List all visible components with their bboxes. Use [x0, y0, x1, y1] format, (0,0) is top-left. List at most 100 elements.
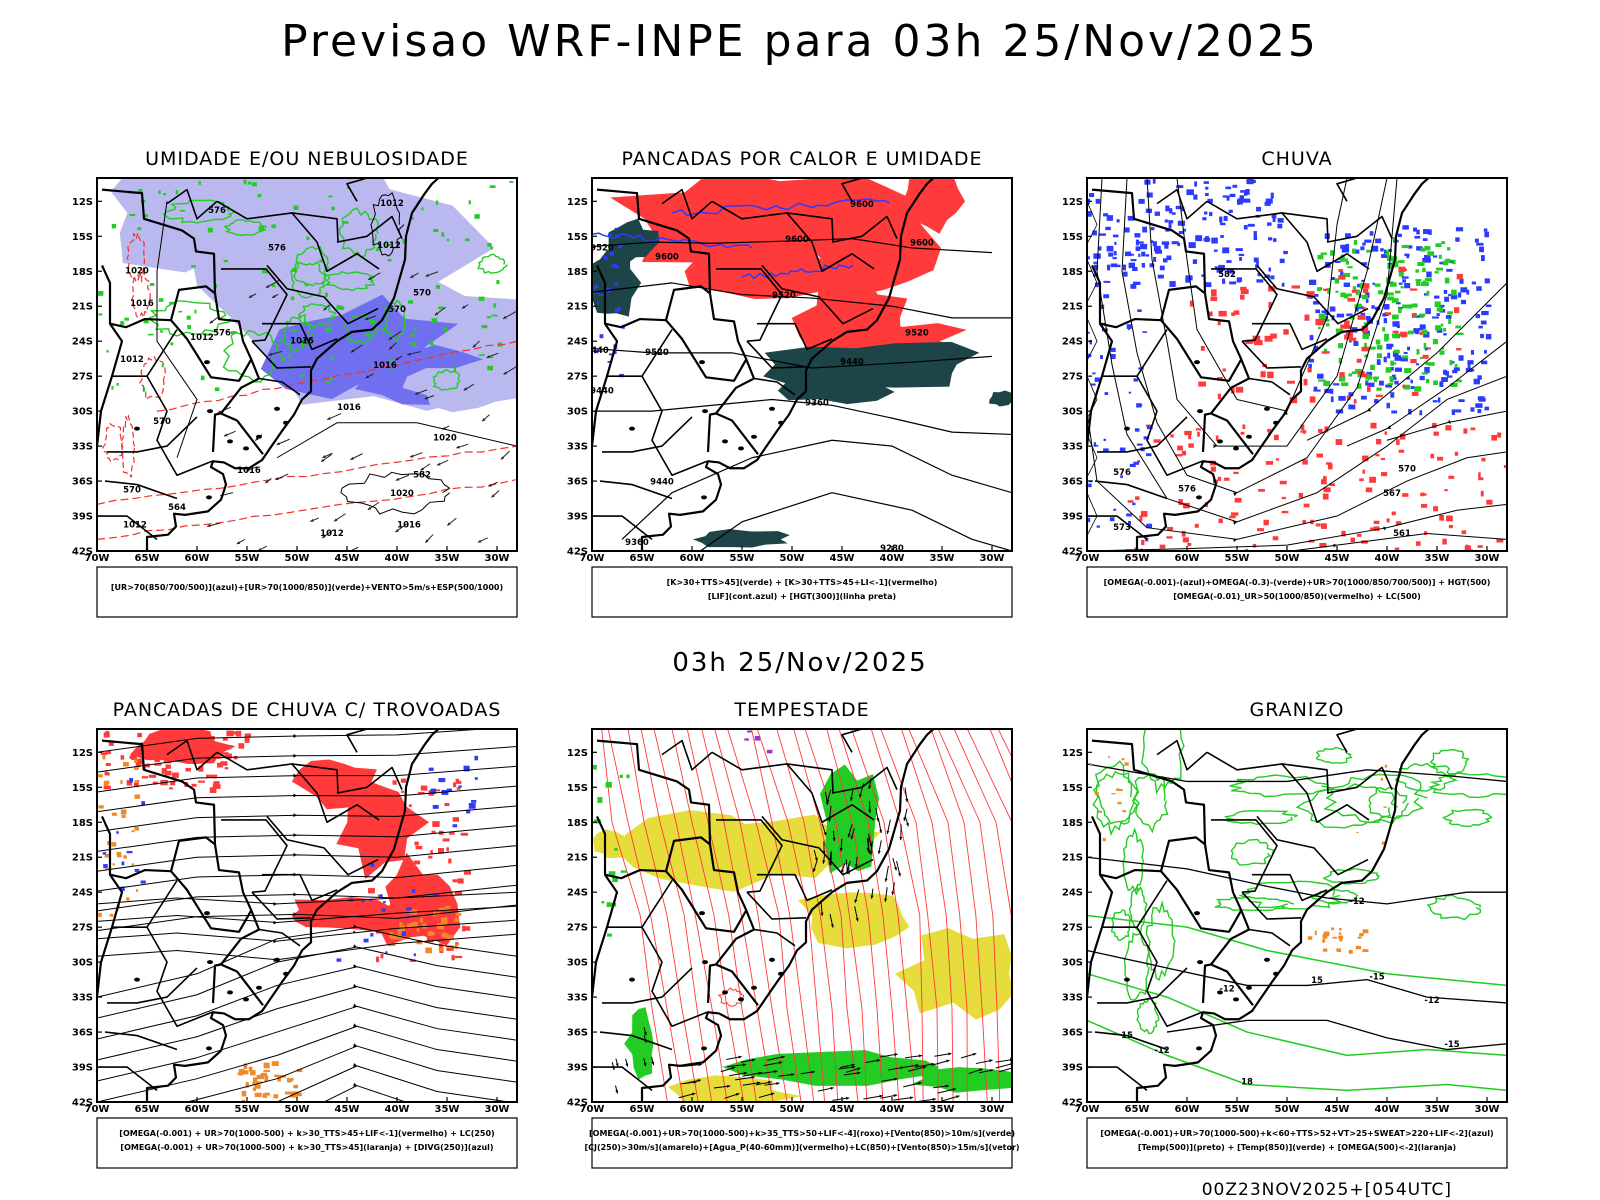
ascent-speckle [1434, 295, 1440, 299]
country-border [592, 815, 619, 1005]
y-tick-label: 39S [72, 512, 93, 523]
heavy-rain-speckle [1400, 286, 1404, 289]
thunder-speckle [293, 1084, 299, 1089]
y-tick-label: 42S [567, 1098, 588, 1109]
wind-arrowhead [322, 534, 326, 539]
ascent-speckle [1391, 374, 1396, 378]
ascent-speckle [1115, 264, 1121, 268]
humidity-speckle [389, 358, 393, 363]
storm-speckle [220, 761, 228, 766]
ascent-speckle [1133, 378, 1138, 382]
low-level-humidity-contour [297, 303, 338, 328]
state-border [97, 1066, 158, 1091]
storm-speckle [163, 759, 170, 764]
rain-speckle [1291, 285, 1301, 289]
thickness-contour [101, 422, 124, 463]
wind-arrowhead [615, 1090, 619, 1094]
rain-speckle [1329, 483, 1336, 487]
thunder-speckle [126, 897, 130, 901]
thunder-speckle [98, 805, 104, 809]
rain-speckle [1442, 538, 1447, 545]
contour-label: 576 [213, 328, 231, 338]
rain-speckle [1240, 294, 1245, 300]
y-tick-label: 39S [72, 1063, 93, 1074]
y-tick-label: 12S [1062, 748, 1083, 759]
streamline-arrow [353, 1062, 357, 1067]
x-tick-label: 45W [830, 553, 855, 564]
precipitable-water-contour [714, 729, 788, 1102]
state-border [1336, 178, 1362, 202]
legend-box [591, 1117, 1013, 1169]
heavy-rain-speckle [1318, 326, 1321, 330]
wind-arrowhead [894, 1053, 898, 1057]
state-border [107, 967, 198, 1004]
ascent-speckle [1448, 260, 1455, 264]
temp-850-contour [1128, 885, 1148, 934]
contour-label: 9600 [850, 200, 874, 210]
ascent-speckle [1467, 360, 1474, 365]
ascent-speckle [1146, 192, 1153, 198]
heavy-rain-speckle [1455, 325, 1461, 329]
ascent-speckle [1475, 314, 1481, 319]
humidity-speckle [388, 367, 391, 371]
omega-speckle [1121, 758, 1125, 761]
precipitable-water-contour [640, 729, 713, 1102]
divergence-speckle [406, 907, 412, 911]
wind-arrowhead [972, 1052, 977, 1056]
thunder-speckle [290, 1093, 297, 1098]
thunder-speckle [289, 1091, 296, 1095]
ascent-speckle [1134, 428, 1140, 432]
rain-speckle [1316, 453, 1324, 458]
rain-speckle [1362, 288, 1369, 294]
state-border [1087, 515, 1148, 540]
ascent-speckle [1226, 260, 1232, 263]
ascent-speckle [1383, 356, 1387, 363]
divergence-speckle [379, 894, 383, 898]
lake [1217, 990, 1223, 995]
ascent-speckle [1226, 195, 1230, 201]
x-tick-label: 30W [980, 553, 1005, 564]
heavy-rain-speckle [1420, 356, 1423, 360]
temp-850-contour [1214, 895, 1295, 911]
contour-line [1087, 375, 1098, 420]
ascent-speckle [1128, 391, 1132, 394]
rain-speckle [1326, 462, 1332, 465]
storm-speckle [444, 803, 450, 807]
humidity-speckle [149, 283, 155, 286]
ascent-speckle [1455, 237, 1460, 242]
rain-speckle [1233, 310, 1240, 315]
ascent-speckle [1138, 253, 1141, 258]
ascent-speckle [1273, 238, 1277, 242]
y-tick-label: 21S [72, 302, 93, 313]
ascent-speckle [1219, 216, 1223, 223]
lake [629, 426, 635, 431]
heavy-rain-speckle [1340, 292, 1346, 298]
streamline-arrow [353, 983, 357, 988]
ascent-speckle [1443, 333, 1447, 336]
temp-850-contour [1426, 894, 1482, 921]
ascent-speckle [1410, 386, 1415, 389]
storm-speckle [103, 785, 111, 790]
country-border [109, 285, 216, 329]
humidity-speckle [170, 342, 174, 346]
streamline-arrow [293, 833, 297, 837]
thunder-speckle [241, 1090, 247, 1097]
temp-850-contour [1230, 838, 1275, 866]
humidity-speckle [435, 284, 440, 289]
rain-speckle [1254, 339, 1263, 346]
state-border [251, 891, 312, 920]
rain-speckle [1349, 337, 1357, 341]
wind-arrowhead [425, 273, 430, 277]
rain-speckle [1439, 514, 1444, 521]
ascent-speckle [1333, 383, 1340, 386]
thunder-speckle [252, 1077, 258, 1084]
rain-speckle [1339, 372, 1345, 378]
thunder-speckle [123, 855, 127, 859]
rain-speckle [1430, 453, 1435, 459]
isobar [370, 192, 405, 257]
geopotential-line [1386, 410, 1507, 441]
contour-label: 1020 [433, 433, 457, 443]
y-tick-label: 30S [72, 407, 93, 418]
contour-label: 1012 [190, 333, 214, 343]
rain-speckle [1351, 289, 1358, 293]
